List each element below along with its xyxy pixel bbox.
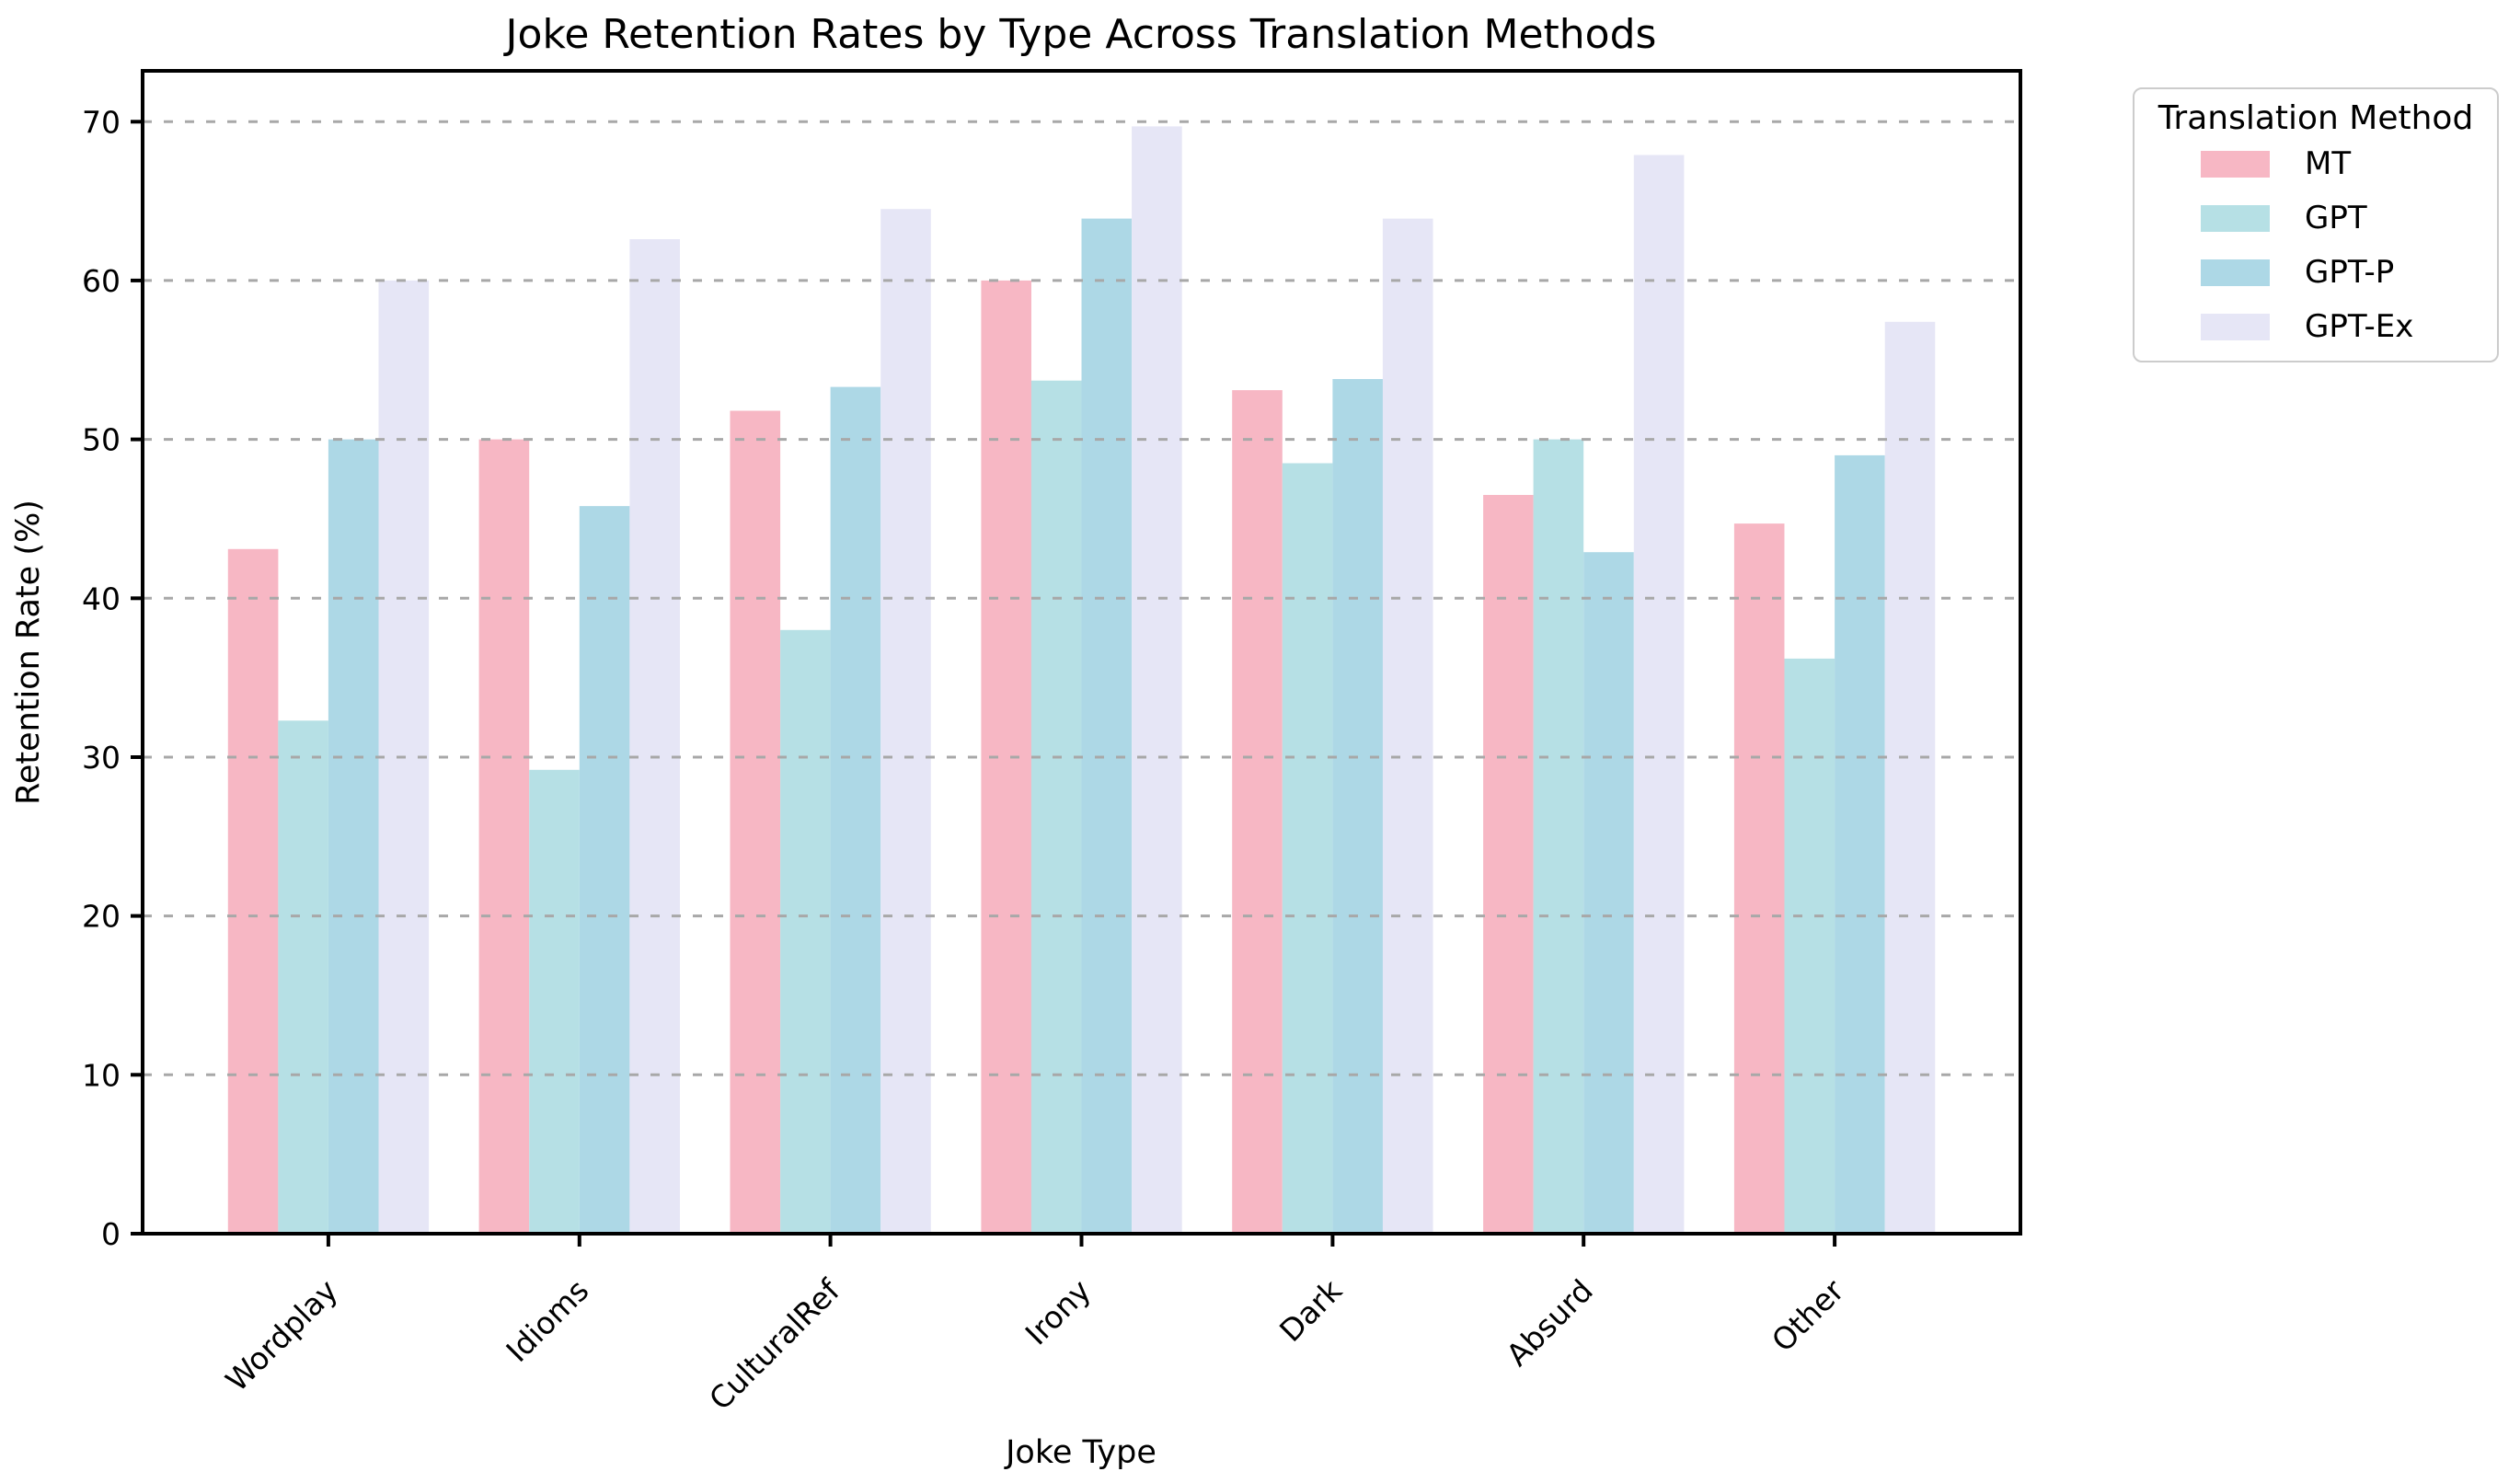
legend-label: GPT-P (2305, 254, 2395, 292)
x-tick-label: Dark (1272, 1271, 1350, 1349)
y-tick-label: 50 (82, 422, 121, 458)
y-tick-label: 10 (82, 1057, 121, 1093)
x-tick-label: Wordplay (219, 1272, 345, 1398)
legend-title: Translation Method (2158, 99, 2474, 137)
bar-other-gpt-p (1835, 454, 1885, 1234)
legend-swatch-mt (2201, 150, 2270, 178)
x-tick-label: Other (1765, 1272, 1851, 1359)
bar-dark-gpt-p (1332, 379, 1383, 1234)
bar-irony-gpt-p (1081, 218, 1133, 1235)
y-tick-label: 40 (82, 581, 121, 616)
bar-dark-mt (1232, 390, 1283, 1235)
bar-wordplay-mt (227, 548, 279, 1234)
legend-label: MT (2305, 145, 2352, 183)
legend-label: GPT-Ex (2305, 308, 2414, 346)
bar-other-gpt-ex (1884, 321, 1936, 1234)
bar-idioms-gpt-ex (629, 239, 680, 1234)
bar-absurd-gpt (1533, 439, 1584, 1235)
x-axis-label: Joke Type (1004, 1434, 1156, 1471)
legend-item: GPT (2135, 191, 2497, 246)
x-tick-label: Idioms (500, 1272, 596, 1369)
bar-wordplay-gpt (278, 720, 328, 1234)
bar-idioms-mt (478, 439, 530, 1235)
y-tick-label: 20 (82, 899, 121, 935)
axes-layer (131, 69, 2022, 1247)
y-tick-label: 70 (82, 104, 121, 140)
x-tick-label: Irony (1018, 1272, 1098, 1351)
bar-dark-gpt (1282, 463, 1333, 1234)
y-axis-label: Retention Rate (%) (10, 500, 47, 805)
bar-irony-gpt (1030, 380, 1082, 1234)
bar-other-mt (1733, 523, 1785, 1234)
bar-culturalref-gpt-p (830, 386, 881, 1235)
grid-layer (143, 120, 2020, 1076)
bar-culturalref-gpt (780, 629, 831, 1234)
bar-idioms-gpt-p (579, 506, 630, 1234)
bar-irony-mt (981, 280, 1031, 1234)
bar-absurd-gpt-ex (1633, 155, 1685, 1234)
bar-dark-gpt-ex (1382, 218, 1433, 1235)
bar-culturalref-gpt-ex (880, 209, 931, 1235)
x-tick-label: CulturalRef (702, 1271, 847, 1417)
x-tick-label: Absurd (1500, 1272, 1600, 1373)
y-tick-label: 0 (101, 1216, 121, 1252)
legend-swatch-gpt-ex (2201, 313, 2270, 340)
chart-title: Joke Retention Rates by Type Across Tran… (503, 11, 1657, 58)
legend-swatch-gpt (2201, 204, 2270, 232)
bar-absurd-gpt-p (1583, 552, 1634, 1234)
legend: Translation Method MT GPT GPT-P GPT-Ex (2133, 87, 2499, 362)
bar-idioms-gpt (529, 769, 580, 1234)
bar-absurd-mt (1483, 495, 1534, 1234)
legend-item: GPT-Ex (2135, 300, 2497, 354)
legend-label: GPT (2305, 200, 2367, 237)
bar-other-gpt (1784, 658, 1835, 1234)
y-tick-label: 30 (82, 740, 121, 776)
bars-layer (227, 126, 1936, 1235)
bar-irony-gpt-ex (1132, 126, 1182, 1234)
bar-wordplay-gpt-p (328, 439, 379, 1235)
legend-swatch-gpt-p (2201, 259, 2270, 286)
y-tick-label: 60 (82, 263, 121, 299)
legend-item: GPT-P (2135, 246, 2497, 300)
legend-item: MT (2135, 137, 2497, 191)
bar-culturalref-mt (730, 410, 781, 1234)
